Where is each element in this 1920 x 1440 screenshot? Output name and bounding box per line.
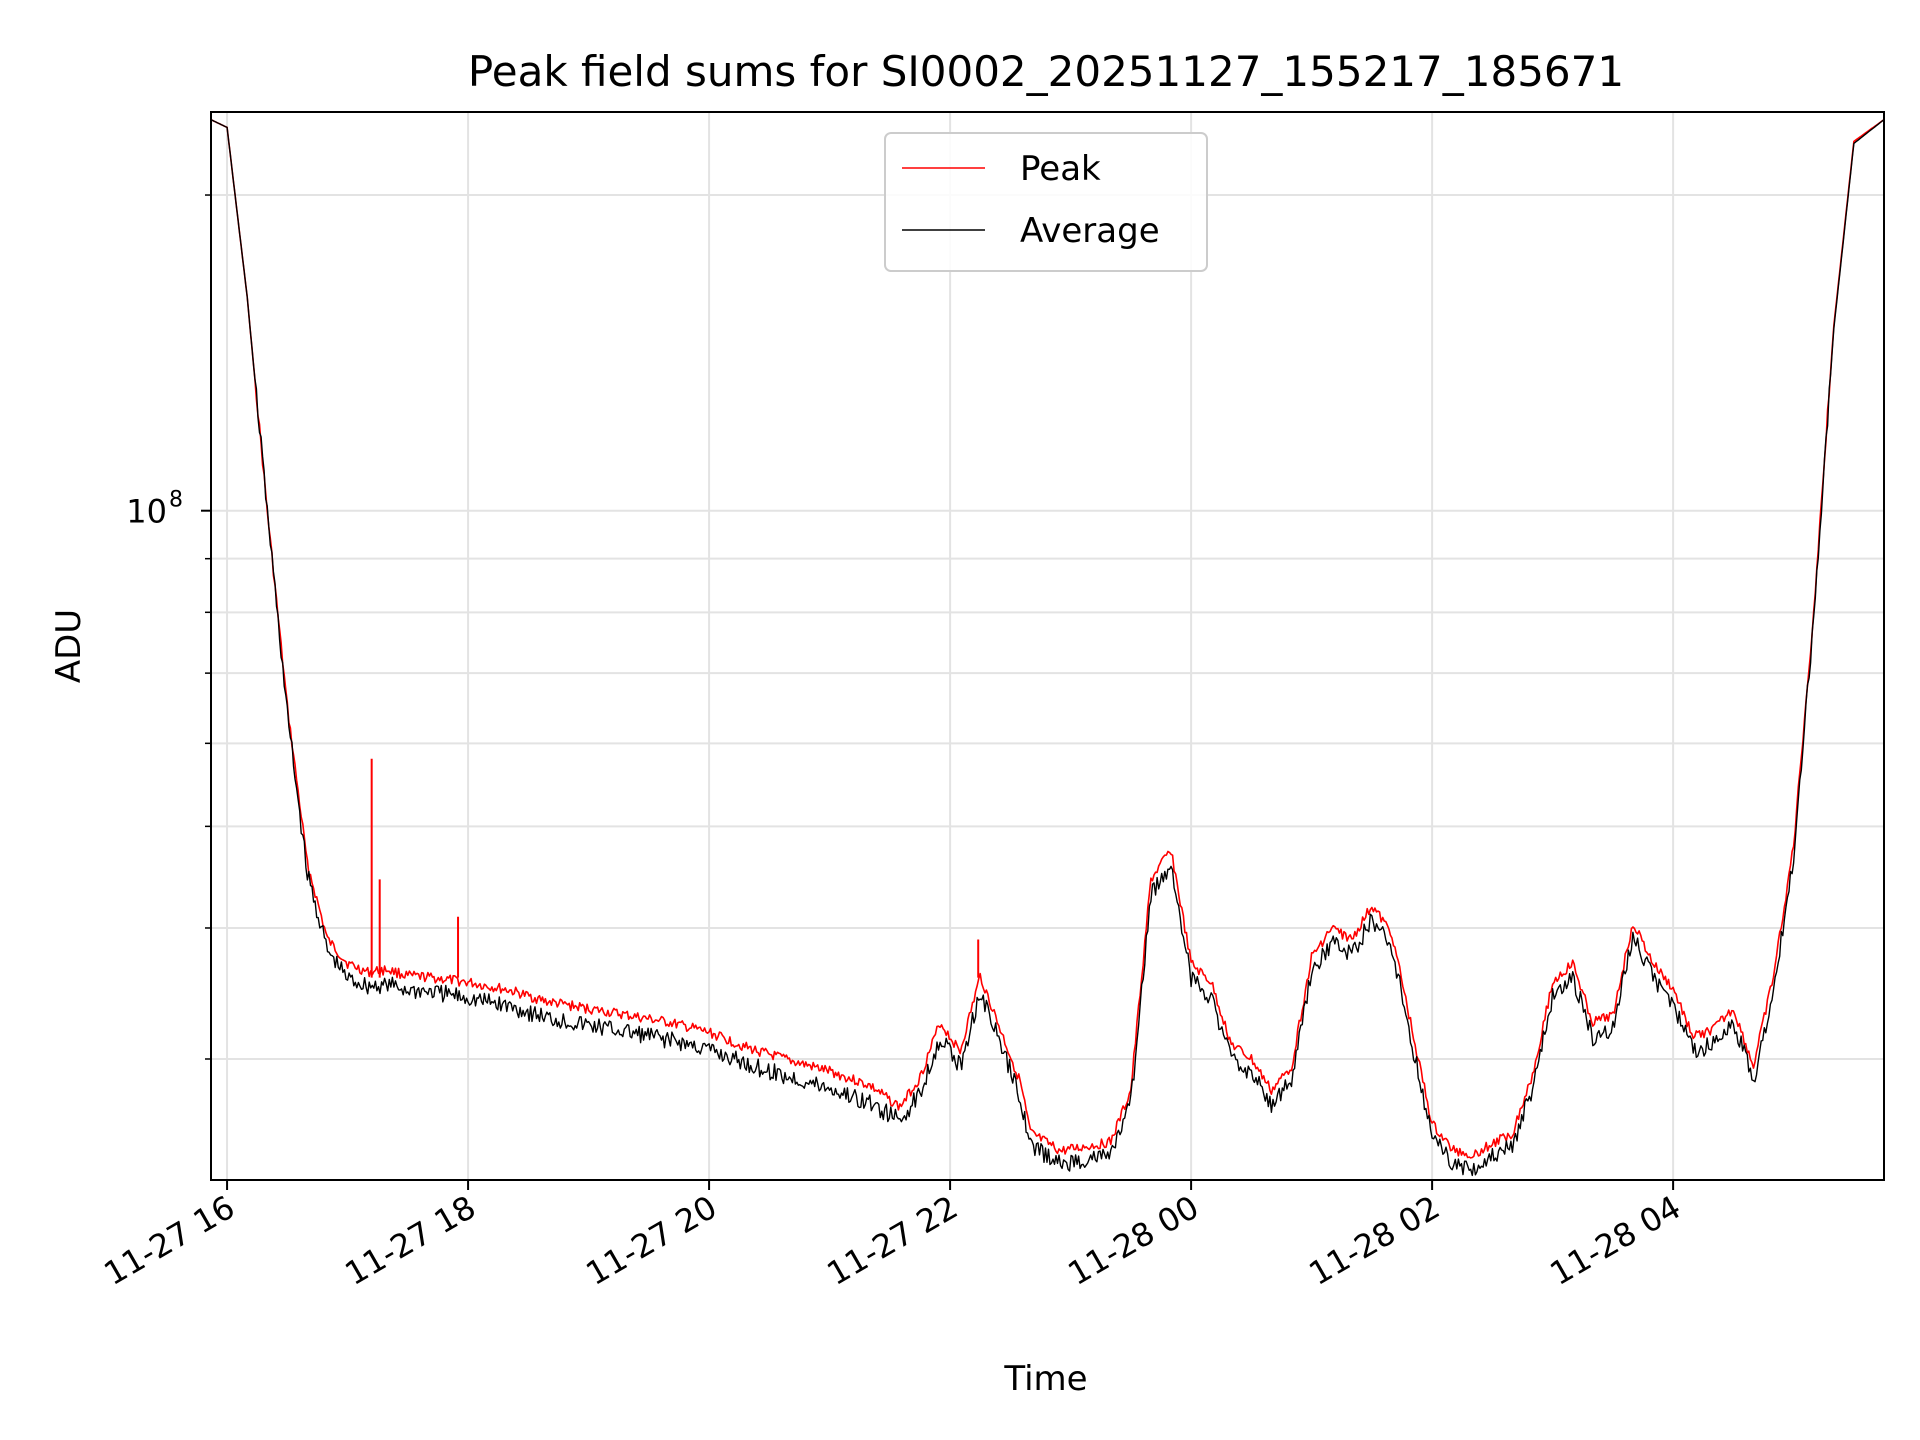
y-tick-exponent-0: 8: [169, 488, 183, 513]
chart-title: Peak field sums for SI0002_20251127_1552…: [468, 47, 1624, 96]
y-axis-label: ADU: [49, 609, 89, 683]
x-axis-label: Time: [1003, 1359, 1087, 1399]
y-tick-label-0: 10: [126, 493, 167, 531]
legend-label-peak: Peak: [1020, 149, 1101, 189]
legend: Peak Average: [884, 132, 1208, 272]
plot-frame: [210, 111, 1885, 1181]
legend-label-average: Average: [1020, 211, 1160, 251]
series-line-average: [210, 119, 1885, 1177]
series-line-peak: [210, 118, 1885, 1159]
series-layer: [210, 118, 1885, 1177]
y-axis: 10 8: [126, 194, 211, 1060]
